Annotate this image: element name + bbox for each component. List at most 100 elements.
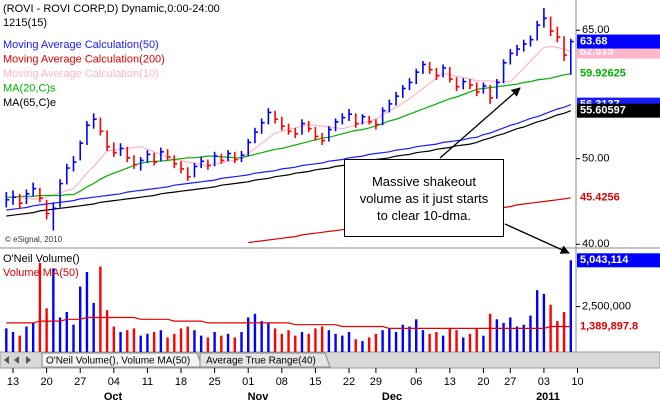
y-tick-label: 40.00 xyxy=(582,238,610,250)
volume-bar xyxy=(166,337,169,352)
volume-bar xyxy=(549,304,552,352)
last-value-label: 63.68 xyxy=(580,35,608,47)
y-tick-label: 2,500,000 xyxy=(582,300,631,312)
volume-bar xyxy=(334,333,337,352)
x-tick-label: 08 xyxy=(276,376,288,388)
chart-subtitle: 1215(15) xyxy=(3,17,47,29)
volume-bar xyxy=(448,328,452,352)
volume-bar xyxy=(152,332,156,352)
volume-bar xyxy=(206,337,210,352)
volume-bar xyxy=(294,335,297,352)
volume-bar xyxy=(441,335,445,352)
last-value-box xyxy=(577,253,660,268)
volume-bar xyxy=(226,333,230,352)
volume-bar xyxy=(173,333,176,352)
volume-bar xyxy=(112,326,116,352)
volume-bar xyxy=(415,319,418,352)
volume-bar xyxy=(515,326,519,352)
volume-bar xyxy=(240,332,243,352)
volume-bar xyxy=(488,313,492,352)
volume-bar xyxy=(5,328,8,352)
volume-bar xyxy=(72,324,75,352)
volume-bar xyxy=(260,321,263,352)
month-label: 2011 xyxy=(536,391,560,403)
volume-bar xyxy=(408,326,411,352)
last-value-label: 59.92625 xyxy=(580,68,626,80)
volume-bar xyxy=(45,308,48,352)
x-tick-label: 20 xyxy=(477,376,489,388)
volume-bar xyxy=(31,322,35,352)
volume-bar xyxy=(388,328,391,352)
volume-bar xyxy=(307,333,310,352)
volume-bar xyxy=(320,326,324,352)
volume-bar xyxy=(267,322,270,352)
volume-bar xyxy=(535,290,539,352)
volume-bar xyxy=(502,322,505,352)
annotation-arrow xyxy=(439,87,521,159)
chart-title: (ROVI - ROVI CORP,D) Dynamic,0:00-24:00 xyxy=(3,3,220,15)
volume-bar xyxy=(562,312,566,352)
volume-bar xyxy=(569,260,572,352)
x-tick-label: 25 xyxy=(208,376,220,388)
x-tick-label: 01 xyxy=(242,376,254,388)
volume-bar xyxy=(522,324,525,352)
x-tick-label: 10 xyxy=(571,376,583,388)
volume-bar xyxy=(367,337,371,352)
volume-bar xyxy=(233,337,236,352)
volume-bar xyxy=(529,315,532,352)
legend-entry: Moving Average Calculation(50) xyxy=(3,39,159,51)
volume-bar xyxy=(126,330,129,352)
legend-entry: Moving Average Calculation(10) xyxy=(3,68,159,80)
volume-bar xyxy=(253,313,257,352)
volume-bar xyxy=(455,330,458,352)
tab-arrows[interactable] xyxy=(4,356,31,364)
x-tick-label: 13 xyxy=(7,376,19,388)
x-tick-label: 29 xyxy=(370,376,382,388)
month-label: Dec xyxy=(382,391,402,403)
volume-bar xyxy=(428,333,431,352)
x-tick-label: 27 xyxy=(74,376,86,388)
tab-label[interactable]: Average True Range(40) xyxy=(206,356,316,367)
volume-bar xyxy=(475,328,478,352)
volume-bar xyxy=(179,328,183,352)
last-value-label: 55.60597 xyxy=(580,105,626,117)
volume-bar xyxy=(314,328,317,352)
volume-bar xyxy=(213,332,216,352)
volume-bar xyxy=(327,330,331,352)
last-value-box xyxy=(577,103,660,118)
legend-entry: Volume MA(50) xyxy=(3,267,79,279)
volume-bar xyxy=(361,341,364,352)
month-label: Nov xyxy=(248,391,270,403)
last-value-label: 1,389,897.8 xyxy=(580,321,638,333)
x-tick-label: 20 xyxy=(40,376,52,388)
volume-bar xyxy=(193,330,196,352)
tab-label[interactable]: O'Neil Volume(), Volume MA(50) xyxy=(46,356,190,367)
volume-bar xyxy=(18,335,21,352)
volume-bar xyxy=(394,332,398,352)
volume-bar xyxy=(85,272,89,352)
volume-bar xyxy=(220,335,223,352)
moving-average-line xyxy=(6,110,572,217)
volume-bar xyxy=(300,332,304,352)
volume-bar xyxy=(280,333,284,352)
x-tick-label: 11 xyxy=(142,376,153,388)
x-tick-label: 13 xyxy=(444,376,456,388)
volume-bar xyxy=(159,330,163,352)
legend-entry: MA(65,C)e xyxy=(3,97,56,109)
volume-bar xyxy=(52,268,55,352)
volume-bar xyxy=(354,339,357,352)
tab[interactable] xyxy=(199,352,331,368)
volume-bar xyxy=(468,333,472,352)
legend-entry: MA(20,C)s xyxy=(3,82,56,94)
volume-bar xyxy=(381,330,384,352)
volume-bar xyxy=(99,266,102,352)
volume-ma-line xyxy=(6,316,571,329)
annotation-arrow xyxy=(504,223,570,254)
volume-bar xyxy=(273,328,277,352)
volume-bar xyxy=(186,326,189,352)
volume-bar xyxy=(199,335,203,352)
last-value-box xyxy=(577,34,660,49)
x-tick-label: 03 xyxy=(538,376,550,388)
volume-bar xyxy=(146,333,149,352)
